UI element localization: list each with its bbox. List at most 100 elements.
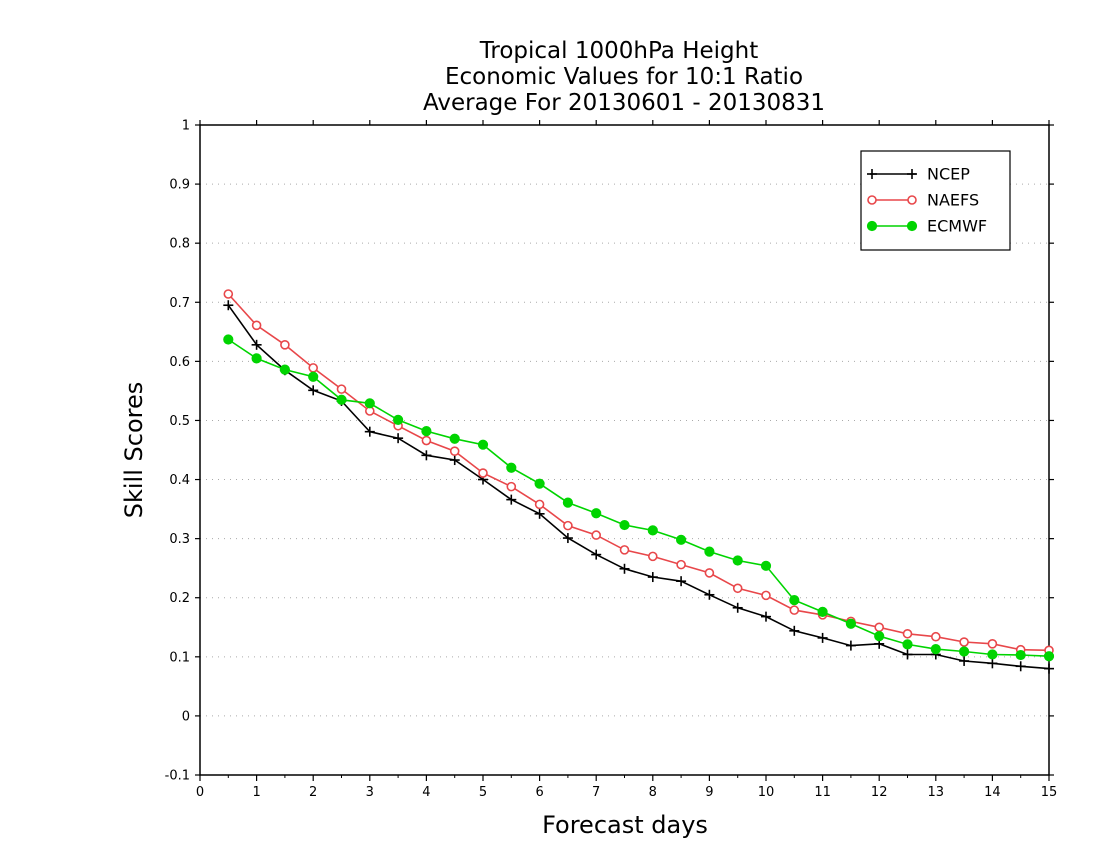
point-naefs — [676, 559, 686, 570]
point-ecmwf — [817, 606, 828, 618]
x-tick-label: 6 — [535, 785, 543, 800]
point-ecmwf — [789, 594, 800, 606]
point-naefs — [280, 340, 290, 350]
point-ecmwf — [393, 414, 404, 425]
x-tick-label: 8 — [649, 785, 657, 800]
y-tick-label: 0.6 — [169, 355, 190, 370]
point-ecmwf — [477, 439, 489, 450]
point-naefs — [478, 468, 488, 478]
y-tick-label: 0.4 — [169, 473, 190, 488]
chart-title-line-3: Average For 20130601 - 20130831 — [423, 90, 825, 116]
gridlines — [200, 183, 1049, 717]
chart-title-line-2: Economic Values for 10:1 Ratio — [445, 64, 803, 90]
y-tick-label: 0 — [182, 709, 190, 724]
point-ecmwf — [223, 334, 234, 345]
y-axis-label: Skill Scores — [120, 382, 148, 519]
x-tick-label: 5 — [479, 785, 487, 800]
x-tick-label: 14 — [984, 785, 1001, 800]
point-naefs — [251, 320, 262, 331]
series-line-naefs — [227, 293, 1050, 652]
y-tick-label: 0.5 — [169, 414, 190, 429]
point-ecmwf — [534, 478, 545, 489]
point-ecmwf — [760, 560, 772, 571]
y-tick-label: 0.3 — [169, 532, 190, 547]
point-ncep — [761, 611, 771, 622]
point-ecmwf — [845, 618, 857, 629]
y-tick-label: 1 — [182, 119, 190, 134]
point-naefs — [987, 639, 998, 649]
point-ncep — [449, 455, 460, 466]
point-naefs — [789, 605, 800, 615]
x-tick-label: 12 — [871, 785, 888, 800]
point-ncep — [562, 533, 573, 544]
point-naefs — [647, 551, 658, 562]
chart-title-line-1: Tropical 1000hPa Height — [479, 38, 759, 64]
point-ecmwf — [647, 525, 658, 536]
point-ncep — [647, 572, 658, 583]
point-ncep — [308, 385, 319, 396]
point-ncep — [223, 300, 234, 311]
x-tick-label: 10 — [758, 785, 775, 800]
point-ecmwf — [591, 508, 602, 519]
point-ecmwf — [1015, 649, 1026, 661]
point-naefs — [761, 590, 771, 601]
point-naefs — [534, 499, 545, 510]
point-naefs — [591, 530, 602, 540]
point-ncep — [534, 508, 545, 519]
point-ncep — [959, 655, 970, 666]
point-naefs — [223, 289, 234, 299]
legend-item-ecmwf: ECMWF — [866, 217, 987, 236]
y-tick-label: 0.8 — [169, 237, 190, 252]
point-ecmwf — [902, 639, 913, 650]
point-ncep — [817, 632, 828, 643]
legend-label-ecmwf: ECMWF — [927, 217, 987, 236]
point-ncep — [591, 549, 602, 560]
point-ecmwf — [874, 631, 885, 642]
series-lines — [223, 289, 1055, 674]
point-ncep — [789, 625, 800, 636]
point-ecmwf — [308, 371, 319, 382]
legend-marker-ecmwf — [906, 220, 918, 232]
point-ecmwf — [251, 353, 262, 364]
point-naefs — [930, 631, 941, 642]
point-naefs — [874, 622, 885, 633]
point-ncep — [393, 433, 404, 444]
legend-marker-ncep — [907, 169, 917, 179]
series-line-ncep — [227, 304, 1050, 670]
x-tick-label: 13 — [928, 785, 945, 800]
legend-marker-ncep — [867, 169, 877, 179]
legend-label-naefs: NAEFS — [927, 191, 979, 210]
point-naefs — [902, 628, 913, 639]
x-tick-label: 1 — [252, 785, 260, 800]
point-ecmwf — [676, 534, 687, 545]
point-naefs — [619, 545, 630, 555]
point-ecmwf — [930, 644, 941, 655]
point-ncep — [619, 563, 630, 574]
legend-label-ncep: NCEP — [927, 165, 970, 184]
x-tick-label: 7 — [592, 785, 600, 800]
point-naefs — [449, 446, 460, 456]
point-ecmwf — [562, 497, 574, 508]
legend-marker-ecmwf — [866, 220, 878, 232]
point-naefs — [732, 583, 743, 594]
legend-marker-naefs — [907, 195, 917, 205]
point-ecmwf — [336, 394, 347, 405]
point-ncep — [704, 589, 715, 600]
axis-tick-labels: -0.100.10.20.30.40.50.60.70.80.910 1 2 3 4 5 6… — [165, 119, 1058, 801]
point-naefs — [421, 435, 432, 446]
point-ncep — [251, 339, 262, 350]
point-ecmwf — [506, 462, 517, 473]
x-tick-label: 15 — [1041, 785, 1058, 800]
point-ncep — [364, 426, 375, 437]
point-ncep — [676, 576, 687, 587]
y-tick-label: 0.7 — [169, 296, 190, 311]
x-tick-label: 0 — [196, 785, 204, 800]
series-ncep — [223, 300, 1054, 674]
point-ecmwf — [732, 555, 743, 566]
point-naefs — [959, 637, 969, 647]
point-naefs — [704, 568, 715, 578]
point-ncep — [506, 494, 517, 505]
legend-marker-naefs — [867, 195, 877, 205]
x-tick-label: 11 — [814, 785, 831, 800]
